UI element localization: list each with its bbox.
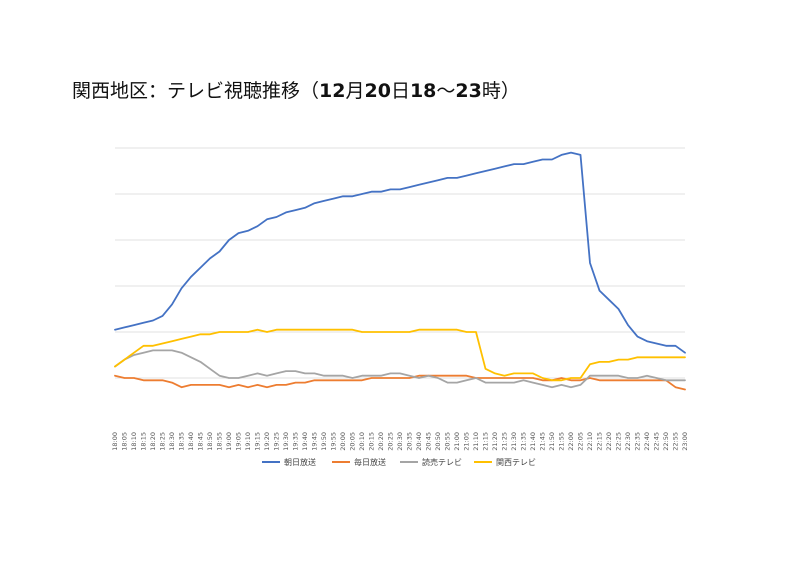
x-tick-label: 20:30 xyxy=(396,432,404,451)
x-tick-label: 18:40 xyxy=(187,432,195,451)
x-tick-label: 19:30 xyxy=(282,432,290,451)
x-tick-label: 18:50 xyxy=(206,432,214,451)
x-tick-label: 23:00 xyxy=(681,432,689,451)
x-tick-label: 18:25 xyxy=(159,432,167,451)
x-tick-label: 20:10 xyxy=(358,432,366,451)
x-tick-label: 21:40 xyxy=(529,432,537,451)
x-tick-label: 22:55 xyxy=(672,432,680,451)
x-tick-label: 20:20 xyxy=(377,432,385,451)
x-tick-label: 21:45 xyxy=(539,432,547,451)
series-line-4 xyxy=(114,328,686,382)
x-tick-label: 21:50 xyxy=(548,432,556,451)
x-tick-label: 22:20 xyxy=(605,432,613,451)
x-tick-label: 19:40 xyxy=(301,432,309,451)
x-tick-label: 20:25 xyxy=(387,432,395,451)
x-tick-label: 21:00 xyxy=(453,432,461,451)
x-tick-label: 20:00 xyxy=(339,432,347,451)
x-tick-label: 18:10 xyxy=(130,432,138,451)
x-tick-label: 22:00 xyxy=(567,432,575,451)
x-tick-label: 22:25 xyxy=(615,432,623,451)
x-tick-label: 19:25 xyxy=(273,432,281,451)
x-tick-label: 18:00 xyxy=(111,432,119,451)
legend: 朝日放送 毎日放送 読売テレビ 関西テレビ xyxy=(262,457,536,467)
legend-label: 朝日放送 xyxy=(284,457,316,467)
x-tick-label: 21:15 xyxy=(482,432,490,451)
x-tick-label: 22:40 xyxy=(643,432,651,451)
x-tick-label: 19:10 xyxy=(244,432,252,451)
x-tick-label: 19:15 xyxy=(254,432,262,451)
x-tick-label: 22:05 xyxy=(577,432,585,451)
x-tick-label: 22:30 xyxy=(624,432,632,451)
x-tick-label: 21:55 xyxy=(558,432,566,451)
x-tick-label: 19:00 xyxy=(225,432,233,451)
x-tick-label: 18:45 xyxy=(197,432,205,451)
x-tick-label: 22:10 xyxy=(586,432,594,451)
series-line-1 xyxy=(114,151,686,354)
series-line-3 xyxy=(114,349,686,389)
series-lines xyxy=(114,151,686,391)
x-tick-label: 20:15 xyxy=(368,432,376,451)
x-tick-label: 20:40 xyxy=(415,432,423,451)
x-tick-label: 18:55 xyxy=(216,432,224,451)
x-axis-tick-labels: 18:00 18:05 18:10 18:15 18:20 18:25 18:30 18:35… xyxy=(111,432,689,451)
x-tick-label: 22:45 xyxy=(653,432,661,451)
x-tick-label: 20:55 xyxy=(444,432,452,451)
x-tick-label: 20:35 xyxy=(406,432,414,451)
x-tick-label: 18:15 xyxy=(140,432,148,451)
legend-label: 毎日放送 xyxy=(354,457,386,467)
x-tick-label: 21:20 xyxy=(491,432,499,451)
x-tick-label: 21:10 xyxy=(472,432,480,451)
x-tick-label: 18:30 xyxy=(168,432,176,451)
series-line-2 xyxy=(114,374,686,391)
x-tick-label: 22:15 xyxy=(596,432,604,451)
x-tick-label: 20:45 xyxy=(425,432,433,451)
x-tick-label: 18:20 xyxy=(149,432,157,451)
gridlines xyxy=(115,147,685,379)
x-tick-label: 19:35 xyxy=(292,432,300,451)
x-tick-label: 21:25 xyxy=(501,432,509,451)
x-tick-label: 19:05 xyxy=(235,432,243,451)
x-tick-label: 21:30 xyxy=(510,432,518,451)
x-tick-label: 22:35 xyxy=(634,432,642,451)
x-tick-label: 18:35 xyxy=(178,432,186,451)
x-tick-label: 19:55 xyxy=(330,432,338,451)
legend-label: 読売テレビ xyxy=(422,457,462,467)
x-tick-label: 19:50 xyxy=(320,432,328,451)
x-tick-label: 19:20 xyxy=(263,432,271,451)
x-tick-label: 22:50 xyxy=(662,432,670,451)
x-tick-label: 21:05 xyxy=(463,432,471,451)
x-tick-label: 20:50 xyxy=(434,432,442,451)
chart-title: 関西地区：テレビ視聴推移（12月20日18〜23時） xyxy=(72,80,520,102)
x-tick-label: 19:45 xyxy=(311,432,319,451)
legend-label: 関西テレビ xyxy=(496,458,536,467)
x-tick-label: 18:05 xyxy=(121,432,129,451)
x-tick-label: 20:05 xyxy=(349,432,357,451)
x-tick-label: 21:35 xyxy=(520,432,528,451)
